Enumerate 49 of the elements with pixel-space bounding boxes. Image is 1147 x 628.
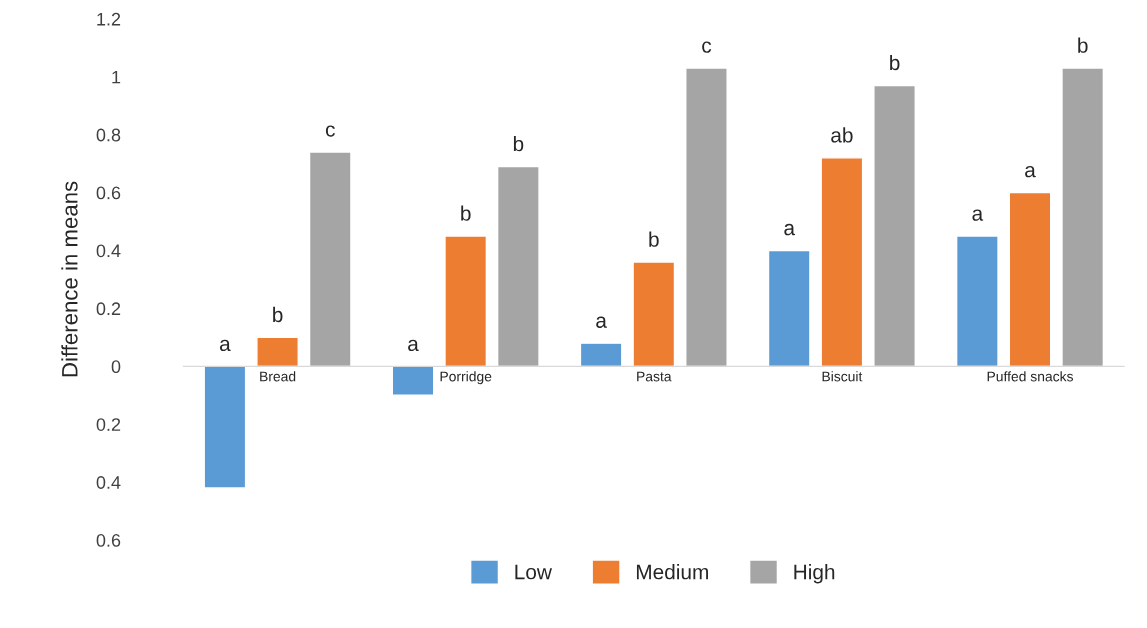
legend-label: Low — [515, 564, 552, 580]
bar — [820, 157, 864, 368]
data-label: a — [220, 339, 231, 352]
data-label: a — [408, 339, 419, 352]
bar — [391, 365, 435, 396]
bar — [1008, 191, 1052, 368]
data-label: b — [1078, 37, 1088, 53]
x-tick-label: Pasta — [637, 371, 672, 382]
data-label: c — [325, 125, 335, 137]
bar — [1061, 67, 1105, 368]
y-tick-label: 0.8 — [96, 128, 121, 142]
bar — [767, 249, 811, 368]
y-tick-label: 1.2 — [97, 12, 121, 26]
bar — [256, 336, 299, 368]
x-tick-label: Puffed snacks — [987, 371, 1074, 382]
bar — [579, 342, 623, 368]
y-tick-label: 0 — [111, 360, 121, 374]
y-tick-label: 0.2 — [96, 302, 121, 316]
y-tick-label: 0.6 — [96, 186, 121, 200]
data-label: a — [784, 223, 796, 236]
data-label: b — [649, 231, 659, 247]
data-label: b — [461, 205, 471, 221]
y-tick-label: 0.6 — [96, 534, 121, 547]
data-label: b — [513, 135, 524, 152]
data-label: a — [972, 209, 984, 221]
data-label: c — [702, 41, 712, 53]
bar — [685, 67, 728, 368]
bar — [444, 235, 488, 368]
y-tick-label: 0.4 — [96, 476, 121, 489]
legend-label: Medium — [636, 564, 708, 580]
data-label: b — [890, 54, 900, 71]
y-tick-label: 0.4 — [96, 244, 121, 258]
bar — [873, 84, 916, 368]
bar — [308, 151, 352, 368]
bar — [632, 261, 676, 368]
legend-label: High — [794, 564, 835, 584]
data-label: a — [596, 316, 607, 328]
data-label: a — [1025, 165, 1036, 178]
x-tick-label: Biscuit — [822, 371, 863, 382]
bar — [203, 365, 247, 489]
y-tick-label: 1 — [112, 70, 121, 84]
data-label: b — [273, 306, 283, 323]
bar — [955, 235, 999, 368]
x-tick-label: Porridge — [440, 371, 492, 385]
y-tick-label: 0.2 — [96, 418, 121, 431]
y-axis-title: Difference in means — [61, 181, 78, 377]
x-tick-label: Bread — [260, 371, 296, 382]
bar — [496, 165, 540, 368]
data-label: ab — [831, 127, 853, 143]
